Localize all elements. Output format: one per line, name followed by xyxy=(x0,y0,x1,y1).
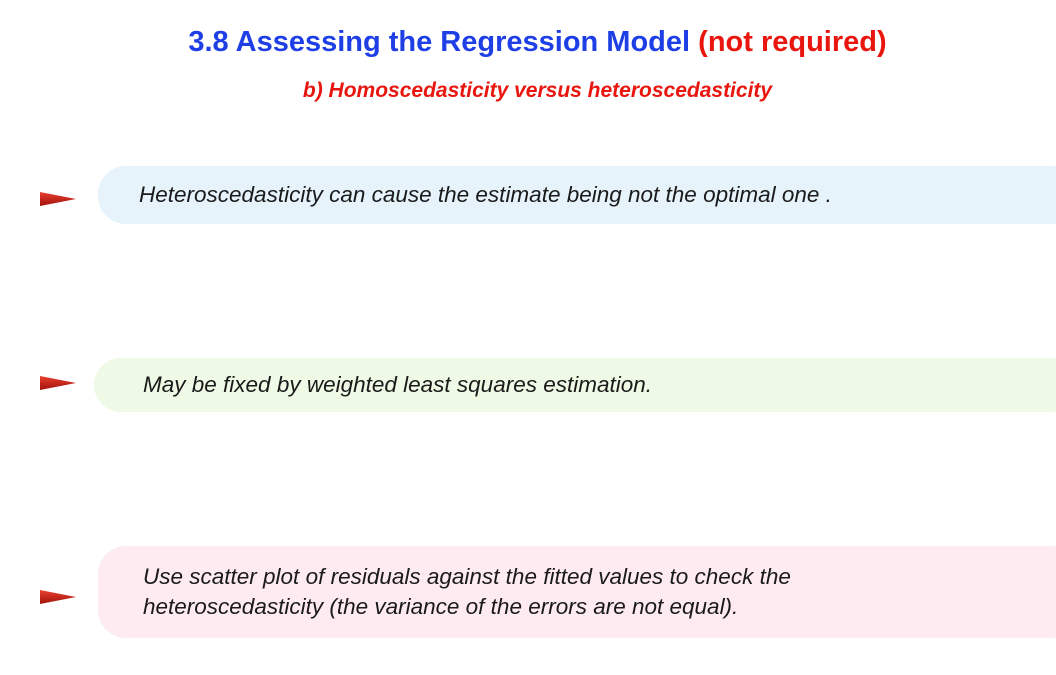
slide-subtitle: b) Homoscedasticity versus heteroscedast… xyxy=(302,79,773,102)
bullet-box-weighted-least-squares: May be fixed by weighted least squares e… xyxy=(94,358,1056,412)
slide-title: 3.8 Assessing the Regression Model (not … xyxy=(0,22,1056,62)
triangle-arrow-icon xyxy=(40,192,76,206)
slide-title-main: 3.8 Assessing the Regression Model xyxy=(188,26,691,58)
slide-title-note: (not required) xyxy=(698,26,887,58)
bullet-box-residual-scatter-plot: Use scatter plot of residuals against th… xyxy=(98,546,1056,638)
bullet-text: Heteroscedasticity can cause the estimat… xyxy=(139,182,832,207)
triangle-arrow-icon xyxy=(40,376,76,390)
bullet-box-heteroscedasticity-effect: Heteroscedasticity can cause the estimat… xyxy=(98,166,1056,224)
bullet-text: Use scatter plot of residuals against th… xyxy=(143,564,791,619)
triangle-arrow-icon xyxy=(40,590,76,604)
bullet-text: May be fixed by weighted least squares e… xyxy=(143,372,653,397)
